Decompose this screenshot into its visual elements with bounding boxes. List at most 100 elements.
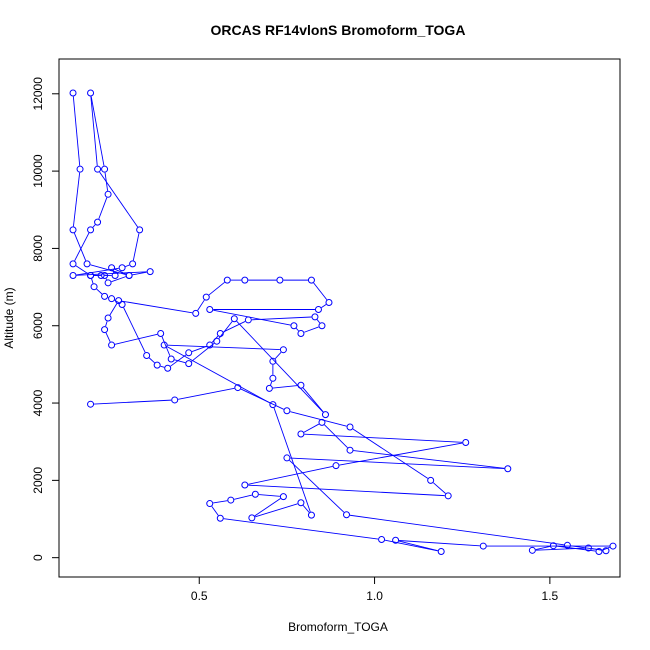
data-point xyxy=(290,322,298,330)
series-segment xyxy=(111,276,126,283)
series-segment xyxy=(96,288,103,295)
data-point xyxy=(602,547,610,555)
data-point xyxy=(216,329,224,337)
x-axis: 0.5 1.0 1.5 xyxy=(191,576,559,603)
data-point xyxy=(87,226,95,234)
plot-frame xyxy=(58,58,621,578)
series-segment xyxy=(384,539,438,552)
series-segment xyxy=(114,333,158,345)
data-point xyxy=(307,511,315,519)
data-point xyxy=(185,360,193,368)
series-segment xyxy=(223,518,379,540)
series-segment xyxy=(121,300,193,314)
data-point xyxy=(230,315,238,323)
series-segment xyxy=(303,423,320,433)
data-point xyxy=(94,165,102,173)
series-segment xyxy=(167,346,271,404)
series-segment xyxy=(72,96,81,166)
data-point xyxy=(318,418,326,426)
data-point xyxy=(104,279,112,287)
data-point xyxy=(276,276,284,284)
data-point xyxy=(437,547,445,555)
series-segment xyxy=(170,354,187,367)
data-point xyxy=(595,547,603,555)
data-point xyxy=(213,337,221,345)
data-point xyxy=(504,465,512,473)
series-segment xyxy=(399,540,480,547)
data-point xyxy=(216,514,224,522)
series-segment xyxy=(99,171,139,228)
series-segment xyxy=(109,303,118,316)
series-segment xyxy=(161,336,171,356)
data-point xyxy=(167,355,175,363)
data-point xyxy=(118,300,126,308)
y-tick-label: 6000 xyxy=(31,312,45,339)
data-point xyxy=(185,349,193,357)
series-segment xyxy=(321,304,327,308)
series-segment xyxy=(254,498,281,517)
series-segment xyxy=(98,197,108,220)
data-point xyxy=(153,361,161,369)
data-point xyxy=(115,297,123,305)
data-point xyxy=(206,500,214,508)
series-segment xyxy=(248,484,445,497)
data-point xyxy=(343,511,351,519)
data-point xyxy=(479,542,487,550)
data-point xyxy=(311,313,319,321)
y-tick-label: 4000 xyxy=(31,389,45,416)
data-point xyxy=(206,305,214,313)
data-point xyxy=(234,384,242,392)
series-line xyxy=(72,96,610,552)
series-segment xyxy=(94,399,172,405)
data-point xyxy=(192,309,200,317)
series-segment xyxy=(73,232,87,261)
series-segment xyxy=(191,343,215,362)
data-point xyxy=(69,271,77,279)
series-segment xyxy=(211,335,219,343)
series-segment xyxy=(234,494,253,500)
series-segment xyxy=(274,351,282,360)
data-point xyxy=(118,264,126,272)
series-segment xyxy=(125,264,130,267)
data-point xyxy=(528,546,536,554)
data-point xyxy=(392,536,400,544)
series-segment xyxy=(535,546,551,551)
data-point xyxy=(297,329,305,337)
series-segment xyxy=(132,233,140,261)
series-segment xyxy=(352,428,428,479)
series-segment xyxy=(178,387,235,400)
data-point xyxy=(69,226,77,234)
data-point xyxy=(101,271,109,279)
series-segment xyxy=(290,411,347,427)
data-point xyxy=(325,299,333,307)
data-point xyxy=(321,411,329,419)
data-point xyxy=(101,326,109,334)
y-tick-label: 8000 xyxy=(31,235,45,262)
series-segment xyxy=(302,387,324,413)
data-point xyxy=(279,346,287,354)
series-segment xyxy=(76,271,147,276)
series-segment xyxy=(248,465,333,485)
data-point xyxy=(108,295,116,303)
series-segment xyxy=(105,332,111,343)
data-point xyxy=(297,430,305,438)
data-point xyxy=(171,396,179,404)
series-segment xyxy=(74,232,90,261)
y-tick-label: 12000 xyxy=(31,77,45,111)
data-point xyxy=(584,544,592,552)
series-segment xyxy=(289,460,345,513)
data-point xyxy=(346,423,354,431)
series-segment xyxy=(90,96,98,166)
series-segment xyxy=(174,359,186,364)
data-point xyxy=(87,89,95,97)
data-point xyxy=(297,381,305,389)
y-tick-label: 10000 xyxy=(31,154,45,188)
y-axis-label: Altitude (m) xyxy=(2,287,16,348)
series-segment xyxy=(295,328,299,332)
x-axis-label: Bromoform_TOGA xyxy=(288,620,388,634)
data-point xyxy=(283,407,291,415)
series-segment xyxy=(324,424,348,449)
series-segment xyxy=(191,345,207,353)
data-point xyxy=(94,218,102,226)
